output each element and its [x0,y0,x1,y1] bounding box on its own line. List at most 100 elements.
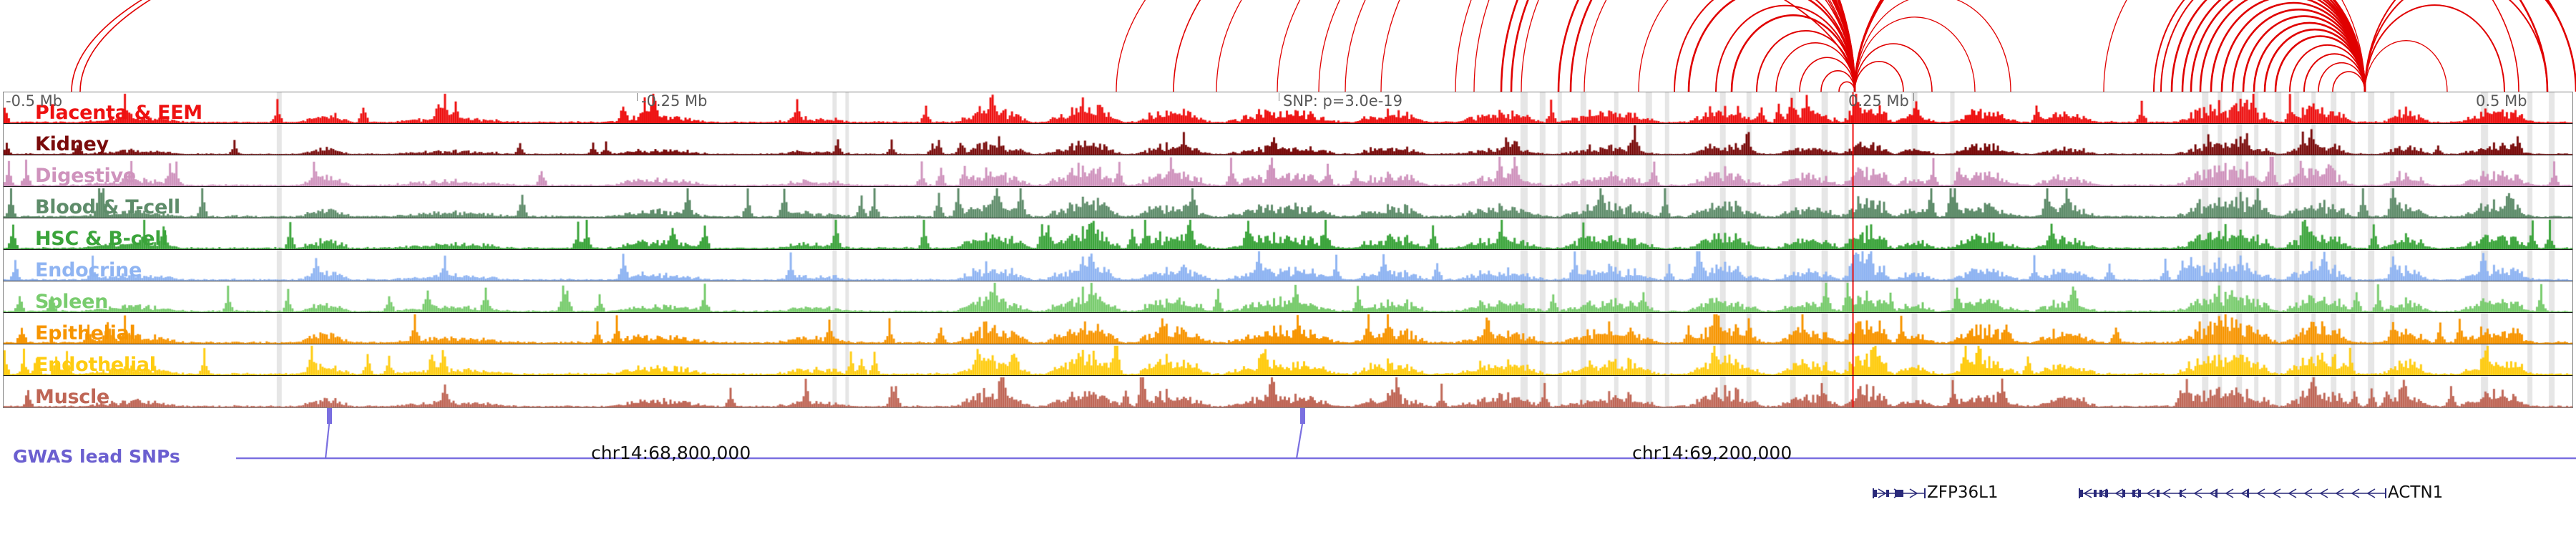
signal-track-panel: Placenta & EEM Kidney Digestive Blood & … [3,92,2573,408]
track-blood-tcell[interactable]: Blood & T-cell [4,187,2572,218]
gene-exon [2094,490,2097,497]
track-muscle[interactable]: Muscle [4,376,2572,407]
track-epithelial[interactable]: Epithelial [4,313,2572,344]
interaction-arc [1854,61,1904,92]
gwas-snp-leader [324,423,331,459]
gwas-snp-leader [1295,423,1304,459]
gene-annotation-track: ZFP36L1 ACTN1 [0,477,2576,510]
interaction-arc [1854,0,2011,92]
interaction-arc [1799,57,1855,92]
strand-arrow-icon [1893,488,1903,498]
strand-arrow-icon [2162,488,2171,498]
gene-exon [2079,490,2083,497]
interaction-arc [1216,0,1855,92]
interaction-arc [2332,71,2366,92]
gene-exon [2138,490,2141,497]
strand-arrow-icon [2114,488,2124,498]
interaction-arc [2364,4,2505,92]
track-placenta-eem[interactable]: Placenta & EEM [4,92,2572,124]
track-endothelial[interactable]: Endothelial [4,344,2572,376]
interaction-arc [79,0,1855,92]
strand-arrow-icon [1878,488,1887,498]
interaction-arc [1715,4,1855,92]
track-endocrine[interactable]: Endocrine [4,250,2572,281]
track-signal-canvas [4,218,2572,249]
gene-model-zfp36l1[interactable] [1873,488,1926,498]
interaction-arc [2274,35,2366,92]
interaction-arc [1775,42,1855,92]
strand-arrow-icon [2130,488,2140,498]
interaction-arc [2364,40,2448,92]
track-hsc-bcell[interactable]: HSC & B-cell [4,218,2572,250]
interaction-arc [1853,0,2576,92]
gene-label-zfp36l1[interactable]: ZFP36L1 [1927,483,1999,502]
track-signal-canvas [4,187,2572,218]
strand-arrow-icon [2351,488,2360,498]
interaction-arc [2289,44,2366,92]
gene-exon [2132,490,2135,497]
track-digestive[interactable]: Digestive [4,155,2572,187]
gene-exon [1886,490,1889,497]
strand-arrow-icon [2083,488,2092,498]
gwas-lead-snps-label: GWAS lead SNPs [13,446,180,467]
track-spleen[interactable]: Spleen [4,281,2572,313]
strand-arrow-icon [2146,488,2155,498]
gene-exon [2247,490,2249,497]
interaction-arc [1674,0,1855,92]
gene-exon [2157,490,2160,497]
track-signal-canvas [4,376,2572,407]
strand-arrow-icon [2225,488,2234,498]
interaction-arc [1557,0,1856,92]
interaction-arc [1173,0,1855,92]
interaction-arc [1638,0,1855,92]
interaction-arc [1756,30,1855,92]
interaction-arc [2318,62,2366,92]
strand-arrow-icon [2177,488,2187,498]
track-signal-canvas [4,92,2572,123]
interaction-arc [1730,14,1856,92]
interaction-arc [2364,0,2548,92]
gene-exon [2180,490,2182,497]
strand-arrow-icon [2335,488,2344,498]
interaction-arc [1854,43,1933,92]
gene-label-actn1[interactable]: ACTN1 [2388,483,2444,502]
interaction-arc [1569,0,1856,92]
track-signal-canvas [4,155,2572,186]
interaction-arc [1854,0,2519,92]
track-signal-canvas [4,313,2572,344]
track-kidney[interactable]: Kidney [4,124,2572,155]
track-signal-canvas [4,250,2572,281]
track-signal-canvas [4,124,2572,155]
chromatin-interaction-arcs [0,0,2576,92]
strand-arrow-icon [2272,488,2281,498]
gene-exon [2122,490,2125,497]
interaction-arc [1687,0,1856,92]
interaction-arc [2303,53,2366,92]
interaction-arc [1277,0,1855,92]
strand-arrow-icon [1909,488,1918,498]
interaction-arc [71,0,1855,92]
interaction-arc [1820,70,1855,92]
gwas-lead-snps-track[interactable] [0,408,2576,487]
interaction-arc [2103,0,2366,92]
strand-arrow-icon [2319,488,2328,498]
strand-arrow-icon [2288,488,2297,498]
interaction-arc [1584,0,1855,92]
interaction-arc [1380,0,1855,92]
gene-models-svg [1873,488,2386,498]
interaction-arc [1838,81,1855,92]
gwas-snp-marker[interactable] [1300,408,1305,424]
bottom-annotation-area: GWAS lead SNPs chr14:68,800,000 chr14:69… [0,408,2576,537]
gwas-snp-marker[interactable] [327,408,332,424]
strand-arrow-icon [2193,488,2202,498]
interaction-arc [1473,0,1855,92]
track-signal-canvas [4,281,2572,312]
strand-arrow-icon [2366,488,2376,498]
gene-exon [1873,490,1877,497]
interaction-arc [1854,16,1976,92]
gene-model-actn1[interactable] [2079,488,2386,498]
strand-arrow-icon [2256,488,2265,498]
strand-arrow-icon [2303,488,2313,498]
gene-exon [2215,490,2218,497]
